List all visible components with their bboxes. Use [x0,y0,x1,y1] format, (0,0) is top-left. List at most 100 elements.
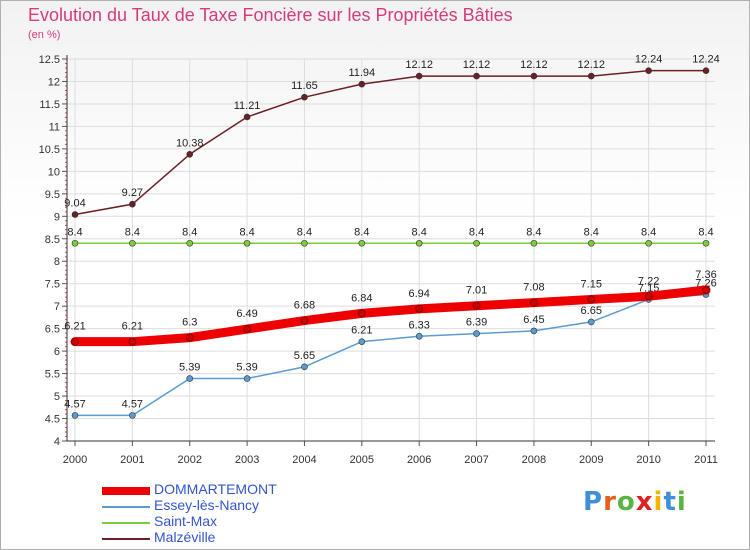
x-tick-label: 2008 [522,454,546,466]
data-label: 6.21 [64,321,85,333]
legend-label: Saint-Max [154,513,218,529]
logo-letter: i [676,487,687,517]
y-tick-label: 7.5 [45,279,60,291]
logo-letter: i [653,487,664,517]
logo-letter: P [583,487,604,517]
data-label: 6.3 [182,317,197,329]
data-label: 5.39 [236,362,257,374]
y-tick-label: 4.5 [45,414,60,426]
data-point [530,72,538,80]
data-point [185,333,194,342]
legend-swatch [102,538,150,540]
y-tick-label: 5.5 [45,369,60,381]
data-point [415,332,423,340]
x-tick-label: 2000 [63,454,87,466]
data-point [186,150,194,158]
data-point [186,375,194,382]
data-label: 8.4 [354,226,369,238]
x-tick-label: 2002 [177,454,201,466]
data-label: 4.57 [64,398,85,410]
y-tick-label: 11 [49,121,60,133]
data-point [587,72,595,80]
data-label: 5.39 [179,362,200,374]
data-point [129,412,136,419]
x-tick-label: 2010 [636,454,660,466]
series-line-essey-lès-nancy [74,293,707,417]
x-tick-label: 2009 [579,454,603,466]
y-tick-label: 6.5 [45,324,60,336]
x-tick-label: 2003 [235,454,259,466]
data-label: 7.36 [695,269,716,281]
x-tick-label: 2005 [350,454,374,466]
data-point [645,67,652,74]
series-line-dommartemont [70,285,711,347]
legend-swatch [102,522,150,524]
y-tick-label: 9.5 [45,189,60,201]
data-label: 12.12 [463,59,491,71]
legend-label: Malzéville [154,529,216,545]
data-point [243,375,251,382]
data-point [530,239,538,247]
data-point [71,337,79,346]
data-label: 7.15 [581,278,602,290]
y-tick-label: 12 [48,76,60,88]
data-point [301,239,308,247]
data-label: 8.4 [239,226,254,238]
data-point [129,239,136,247]
data-point [529,298,538,307]
y-tick-label: 5 [54,391,60,403]
data-label: 8.4 [412,226,427,238]
data-label: 6.21 [122,321,143,333]
data-point [587,239,595,247]
data-point [473,72,480,80]
data-label: 12.12 [578,59,606,71]
data-point [301,93,308,101]
data-label: 9.27 [122,187,143,199]
data-point [358,338,366,345]
data-label: 8.4 [641,226,656,238]
line-chart: 4 4.5 5 5.5 6 6.5 7 7.5 8 8.5 9 9.5 10 10.5 11 11.5 12 12… [39,54,720,466]
data-point [473,330,480,337]
y-tick-label: 12.5 [39,54,60,66]
data-point [472,301,481,310]
legend-label: DOMMARTEMONT [154,481,277,497]
data-label: 9.04 [64,197,85,209]
x-tick-label: 2004 [292,454,316,466]
data-point [243,239,251,247]
legend-label: Essey-lès-Nancy [154,497,260,513]
data-point [415,72,423,80]
data-point [702,285,710,294]
x-tick-label: 2007 [464,454,488,466]
data-point [186,239,194,247]
x-tick-label: 2001 [120,454,144,466]
legend-swatch [102,506,150,508]
data-label: 6.21 [351,325,372,337]
y-tick-label: 11.5 [39,99,60,111]
data-point [587,318,595,326]
y-tick-label: 8 [54,256,60,268]
data-point [128,337,137,346]
data-label: 6.33 [408,319,429,331]
data-label: 6.94 [408,288,429,300]
chart-title: Evolution du Taux de Taxe Foncière sur l… [28,5,513,25]
data-label: 11.94 [348,67,375,79]
data-label: 8.4 [297,226,312,238]
data-label: 8.4 [67,226,82,238]
data-point [357,309,366,318]
data-point [129,200,136,208]
y-tick-label: 8.5 [45,234,60,246]
data-point [71,239,79,247]
data-point [358,239,366,247]
data-point [644,292,653,301]
logo-letter: x [635,487,654,517]
data-point [473,239,480,247]
data-label: 7.08 [523,282,544,294]
data-point [587,295,596,304]
data-label: 8.4 [584,226,599,238]
data-point [645,239,652,247]
data-label: 8.4 [182,226,197,238]
data-label: 6.39 [466,317,487,329]
data-label: 6.45 [523,314,544,326]
logo-letter: r [603,487,617,517]
